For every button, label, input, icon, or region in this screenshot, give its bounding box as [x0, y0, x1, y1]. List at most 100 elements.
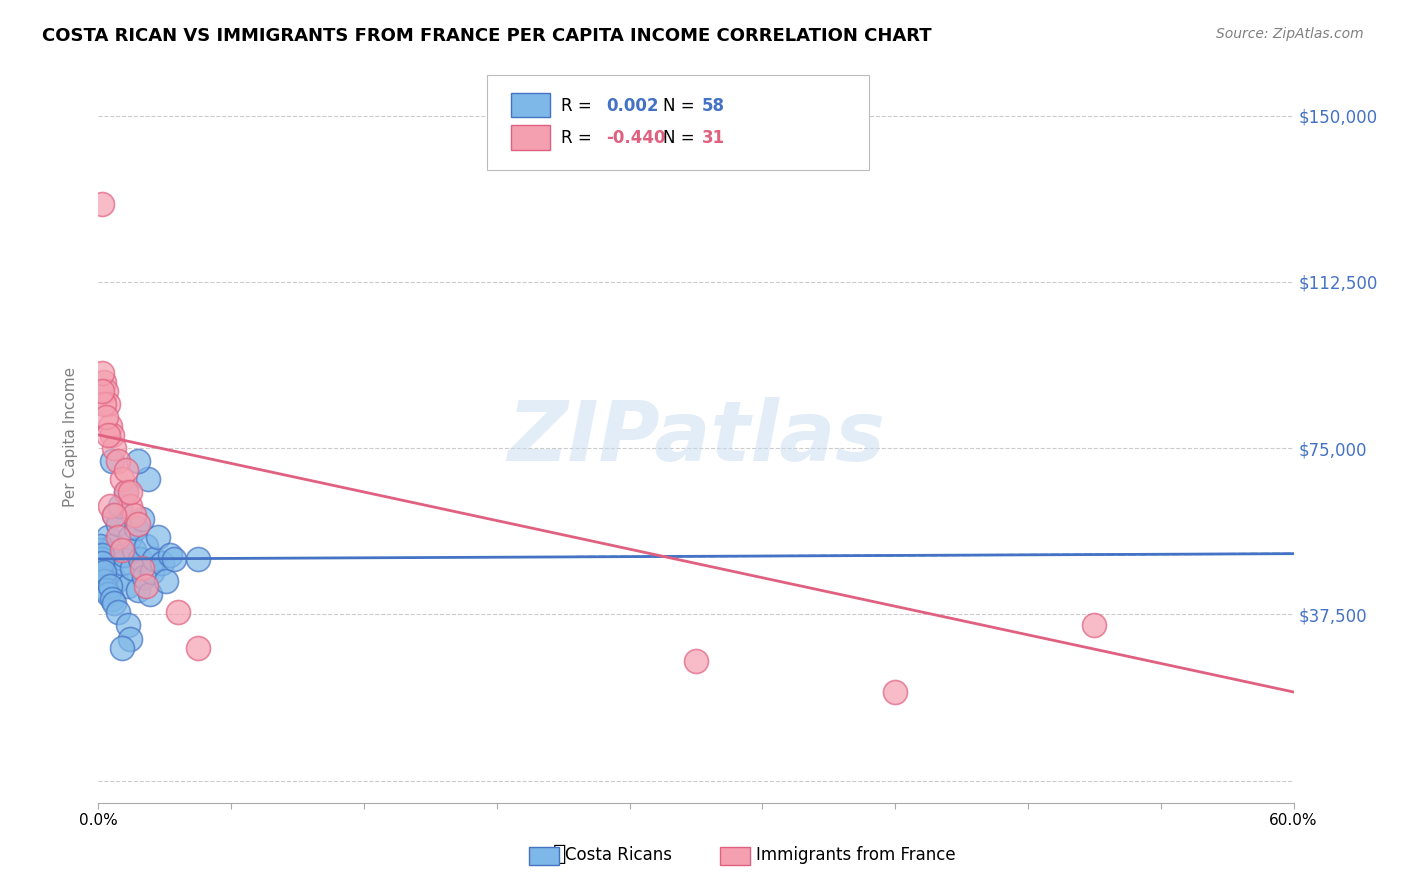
Point [135, 539, 157, 553]
Point [187, 640, 209, 655]
Text: N =: N = [662, 129, 699, 147]
Point [89, 543, 111, 558]
Text: 🔵: 🔵 [553, 844, 567, 864]
Point [91, 384, 114, 398]
Point [101, 591, 124, 606]
Point [127, 516, 149, 531]
Text: 31: 31 [702, 129, 725, 147]
FancyBboxPatch shape [486, 75, 869, 170]
Point [107, 516, 129, 531]
Point [115, 485, 138, 500]
Point [89, 570, 111, 584]
Point [93, 561, 115, 575]
Point [131, 561, 153, 575]
Point [96, 543, 118, 558]
Point [111, 472, 134, 486]
Text: COSTA RICAN VS IMMIGRANTS FROM FRANCE PER CAPITA INCOME CORRELATION CHART: COSTA RICAN VS IMMIGRANTS FROM FRANCE PE… [42, 27, 932, 45]
Text: Costa Ricans: Costa Ricans [565, 847, 672, 864]
Point [120, 499, 142, 513]
Point [103, 508, 125, 522]
Point [97, 587, 120, 601]
Point [98, 566, 122, 580]
Point [98, 578, 122, 592]
Point [134, 570, 156, 584]
Point [89, 552, 111, 566]
Point [159, 548, 181, 562]
Point [89, 561, 111, 575]
Point [167, 605, 190, 619]
Point [96, 384, 118, 398]
Point [1083, 618, 1105, 632]
Point [96, 410, 118, 425]
Point [93, 566, 115, 580]
Point [143, 552, 166, 566]
Point [129, 552, 152, 566]
Point [120, 485, 142, 500]
Point [136, 472, 159, 486]
Point [115, 463, 138, 477]
Point [110, 499, 132, 513]
Point [107, 605, 129, 619]
Point [98, 419, 122, 434]
Point [89, 548, 111, 562]
Point [124, 543, 146, 558]
Point [117, 578, 139, 592]
Point [111, 640, 134, 655]
Text: -0.440: -0.440 [606, 129, 666, 147]
Point [187, 552, 209, 566]
Point [115, 485, 138, 500]
Point [97, 530, 120, 544]
Point [884, 685, 907, 699]
Point [98, 499, 122, 513]
Point [101, 428, 124, 442]
Point [685, 654, 707, 668]
Point [125, 521, 148, 535]
Point [89, 557, 111, 571]
Point [91, 366, 114, 380]
Point [135, 578, 157, 592]
Point [107, 454, 129, 468]
Text: ZIPatlas: ZIPatlas [508, 397, 884, 477]
Point [127, 582, 149, 597]
Point [93, 375, 115, 389]
Point [91, 548, 114, 562]
Point [91, 552, 114, 566]
Point [97, 397, 120, 411]
FancyBboxPatch shape [510, 94, 550, 118]
Point [150, 557, 173, 571]
Point [101, 539, 124, 553]
Point [121, 561, 143, 575]
Point [93, 574, 115, 589]
Point [93, 397, 115, 411]
Point [101, 454, 124, 468]
Point [91, 197, 114, 211]
Point [124, 508, 146, 522]
Point [103, 596, 125, 610]
Point [91, 557, 114, 571]
Point [120, 632, 142, 646]
Point [89, 566, 111, 580]
Point [103, 508, 125, 522]
Point [89, 539, 111, 553]
Text: Immigrants from France: Immigrants from France [756, 847, 955, 864]
Point [112, 548, 135, 562]
Point [105, 574, 128, 589]
Point [163, 552, 186, 566]
Y-axis label: Per Capita Income: Per Capita Income [63, 367, 77, 508]
Text: R =: R = [561, 129, 598, 147]
Point [111, 543, 134, 558]
Text: Source: ZipAtlas.com: Source: ZipAtlas.com [1216, 27, 1364, 41]
Point [131, 512, 153, 526]
Point [141, 566, 163, 580]
FancyBboxPatch shape [529, 847, 558, 865]
Text: 58: 58 [702, 96, 725, 115]
FancyBboxPatch shape [510, 126, 550, 150]
Text: R =: R = [561, 96, 598, 115]
Point [97, 428, 120, 442]
Point [139, 587, 162, 601]
Point [89, 552, 111, 566]
Point [96, 582, 118, 597]
Point [91, 552, 114, 566]
Text: 0.002: 0.002 [606, 96, 659, 115]
FancyBboxPatch shape [720, 847, 749, 865]
